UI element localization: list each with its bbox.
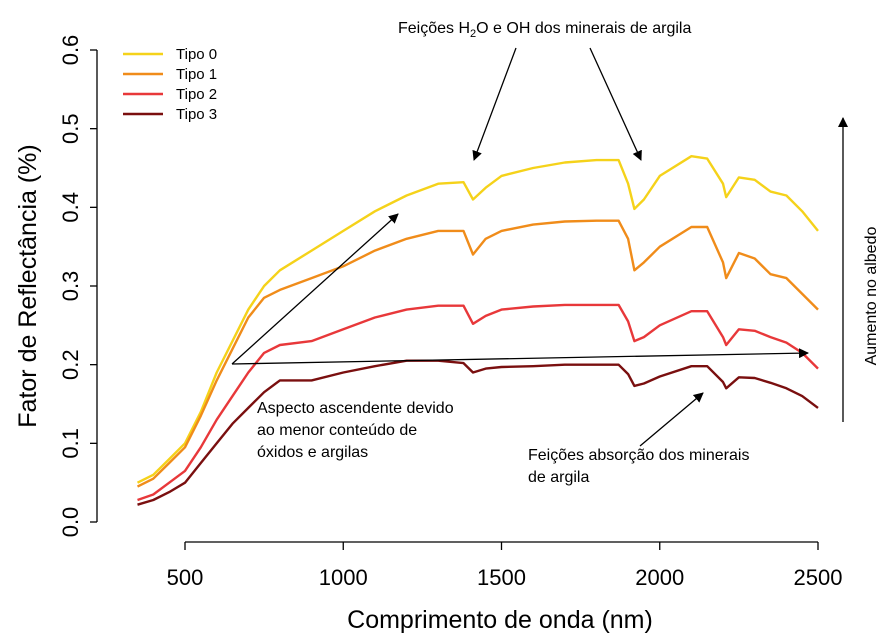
annotation-absorcao-2: de argila — [528, 469, 589, 486]
annotations: Feições H2O e OH dos minerais de argila … — [231, 20, 878, 486]
x-tick-label: 2000 — [635, 565, 684, 590]
annotation-ascendente-2: ao menor conteúdo de — [257, 422, 417, 439]
y-tick-label: 0.4 — [58, 192, 83, 223]
annotation-top-prefix: Feições H — [398, 20, 470, 37]
series-line-tipo-0 — [136, 155, 819, 484]
series-line-tipo-2 — [137, 303, 819, 502]
y-tick-label: 0.6 — [58, 35, 83, 66]
annotation-albedo: Aumento no albedo — [863, 227, 878, 366]
y-tick-label: 0.5 — [58, 113, 83, 144]
x-tick-label: 2500 — [794, 565, 843, 590]
x-tick-label: 1500 — [477, 565, 526, 590]
series-line-tipo-1 — [136, 219, 819, 488]
annotation-top-sub: 2 — [470, 28, 476, 40]
series-layer — [136, 155, 819, 506]
x-tick-label: 1000 — [319, 565, 368, 590]
annotation-top: Feições H2O e OH dos minerais de argila — [398, 20, 691, 40]
y-tick-label: 0.0 — [58, 507, 83, 538]
legend: Tipo 0 Tipo 1 Tipo 2 Tipo 3 — [123, 46, 217, 123]
arrow-top-left — [472, 47, 517, 161]
arrow-top-right — [589, 47, 642, 161]
x-axis-title: Comprimento de onda (nm) — [347, 606, 653, 634]
annotation-absorcao-1: Feições absorção dos minerais — [528, 447, 749, 464]
annotation-ascendente-1: Aspecto ascendente devido — [257, 400, 454, 417]
arrow-horizontal — [231, 348, 809, 365]
y-tick-label: 0.3 — [58, 271, 83, 302]
y-tick-label: 0.2 — [58, 349, 83, 380]
annotation-top-suffix: O e OH dos minerais de argila — [476, 20, 691, 37]
legend-label: Tipo 2 — [176, 86, 217, 103]
annotation-ascendente-3: óxidos e argilas — [257, 444, 368, 461]
arrow-absorcao — [639, 392, 704, 447]
legend-label: Tipo 3 — [176, 106, 217, 123]
x-tick-label: 500 — [167, 565, 204, 590]
series-line-tipo-3 — [137, 359, 819, 506]
legend-label: Tipo 0 — [176, 46, 217, 63]
y-axis: 0.0 0.1 0.2 0.3 0.4 0.5 0.6 — [58, 35, 98, 538]
y-axis-title: Fator de Reflectância (%) — [14, 144, 42, 427]
y-tick-label: 0.1 — [58, 428, 83, 459]
x-axis: 500 1000 1500 2000 2500 — [167, 541, 843, 590]
arrow-ascendente — [231, 213, 399, 365]
legend-label: Tipo 1 — [176, 66, 217, 83]
